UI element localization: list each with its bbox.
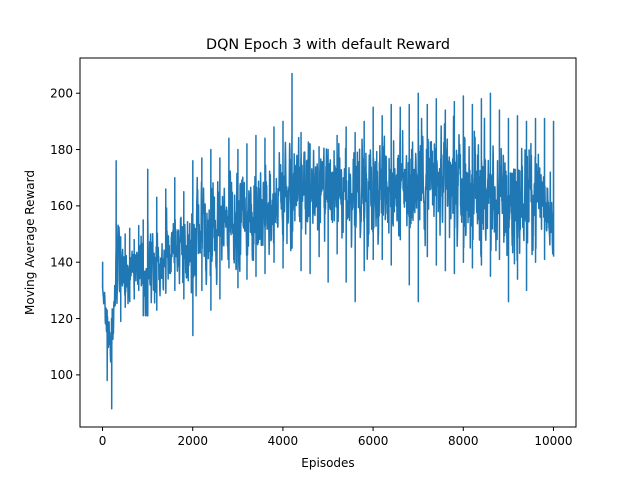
plot-frame <box>79 57 577 428</box>
x-tick-label: 6000 <box>358 434 389 448</box>
x-tick-label: 0 <box>99 434 107 448</box>
y-tick-label: 100 <box>50 368 73 382</box>
y-tick-label: 180 <box>50 143 73 157</box>
x-tick-label: 10000 <box>534 434 572 448</box>
y-tick-label: 140 <box>50 256 73 270</box>
series-layer <box>101 72 555 410</box>
y-tick-label: 200 <box>50 87 73 101</box>
x-tick-label: 8000 <box>448 434 479 448</box>
y-axis-label: Moving Average Reward <box>23 170 37 315</box>
y-axis: 100 120 140 160 180 200 <box>50 87 80 382</box>
x-axis: 0 2000 4000 6000 8000 10000 <box>99 427 573 448</box>
y-tick-label: 160 <box>50 199 73 213</box>
series-line <box>101 72 555 410</box>
chart-title: DQN Epoch 3 with default Reward <box>206 37 450 53</box>
y-tick-label: 120 <box>50 312 73 326</box>
x-axis-label: Episodes <box>301 456 354 470</box>
x-tick-label: 4000 <box>268 434 299 448</box>
x-tick-label: 2000 <box>177 434 208 448</box>
